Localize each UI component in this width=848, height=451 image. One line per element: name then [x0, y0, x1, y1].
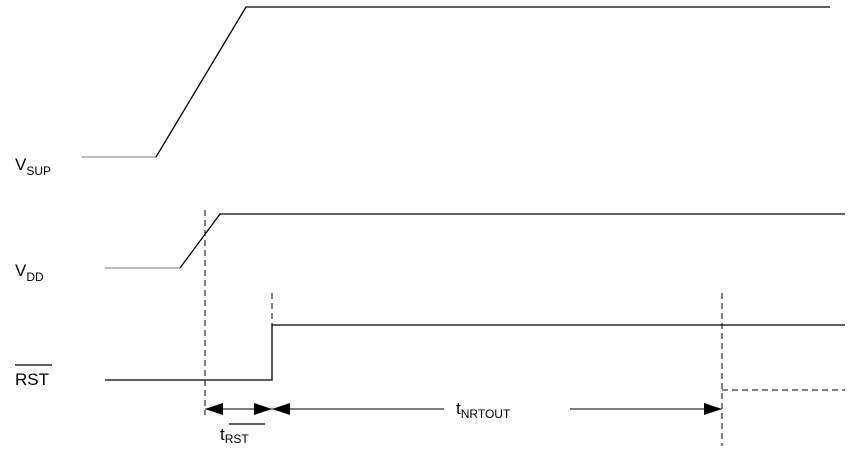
vsup-signal: VSUP: [15, 6, 830, 178]
t-nrtout-label: tNRTOUT: [456, 399, 511, 421]
rst-label: RST: [15, 370, 49, 389]
t-nrtout-arrow-left: [272, 403, 290, 415]
vsup-label: VSUP: [15, 155, 51, 178]
rst-waveform: [105, 324, 845, 381]
t-nrtout-arrow-right: [704, 403, 722, 415]
t-rst-arrow-right: [254, 403, 272, 415]
t-rst-label: tRST: [220, 425, 249, 446]
vdd-label: VDD: [15, 261, 44, 284]
vdd-waveform: [179, 213, 845, 269]
t-nrtout-dimension: tNRTOUT: [272, 399, 722, 421]
vdd-signal: VDD: [15, 213, 845, 284]
rst-signal: RST: [15, 324, 845, 391]
t-rst-arrow-left: [205, 403, 223, 415]
vsup-waveform: [155, 6, 830, 158]
t-rst-dimension: tRST: [205, 403, 272, 446]
